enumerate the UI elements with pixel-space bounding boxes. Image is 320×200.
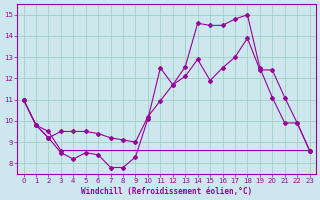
- X-axis label: Windchill (Refroidissement éolien,°C): Windchill (Refroidissement éolien,°C): [81, 187, 252, 196]
